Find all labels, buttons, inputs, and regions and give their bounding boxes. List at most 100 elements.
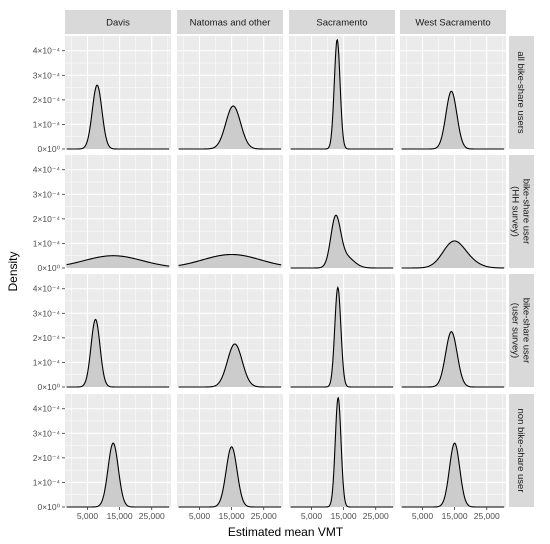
- column-strip: [177, 10, 283, 34]
- facet-panel-all-bike-share-users-davis: [65, 36, 171, 150]
- facet-panel-bike-share-user-user-survey-natomas-and-other: [177, 274, 283, 388]
- density-line: [401, 90, 505, 150]
- y-tick-label: 4×10⁻⁴: [33, 284, 61, 294]
- density-line: [66, 318, 170, 388]
- y-tick-label: 1×10⁻⁴: [33, 477, 61, 487]
- density-line: [178, 446, 282, 508]
- x-tick-label: 25,000: [474, 511, 500, 521]
- y-tick-label: 2×10⁻⁴: [33, 453, 61, 463]
- column-strip-label-sacramento: Sacramento: [316, 18, 367, 29]
- density-line: [401, 442, 505, 508]
- panel-background: [65, 36, 171, 149]
- x-tick-label: 15,000: [442, 511, 468, 521]
- row-strip-label-bike-share-user-hh-survey: bike-share user(HH survey): [510, 179, 532, 244]
- facet-panel-bike-share-user-hh-survey-west-sacramento: [400, 155, 506, 269]
- facet-panel-bike-share-user-user-survey-davis: [65, 274, 171, 388]
- density-area: [401, 240, 505, 268]
- density-area: [401, 91, 505, 149]
- panel-background: [65, 274, 171, 387]
- facet-panel-bike-share-user-user-survey-west-sacramento: [400, 274, 506, 388]
- facet-panel-all-bike-share-users-sacramento: [289, 36, 395, 150]
- density-area: [178, 254, 282, 268]
- y-tick-label: 3×10⁻⁴: [33, 308, 61, 318]
- density-area: [290, 397, 394, 507]
- density-line: [178, 343, 282, 388]
- x-axis-title: Estimated mean VMT: [228, 525, 344, 539]
- density-area: [290, 287, 394, 387]
- y-tick-label: 4×10⁻⁴: [33, 404, 61, 414]
- density-line: [178, 253, 282, 267]
- x-tick-label: 5,000: [189, 511, 211, 521]
- x-tick-label: 5,000: [77, 511, 99, 521]
- y-tick-label: 2×10⁻⁴: [33, 95, 61, 105]
- density-area: [178, 446, 282, 507]
- facet-panel-non-bike-share-user-west-sacramento: [400, 394, 506, 508]
- row-strip: [509, 155, 534, 268]
- y-tick-label: 0×10⁰: [37, 382, 60, 392]
- column-strip-label-west-sacramento: West Sacramento: [415, 18, 490, 29]
- row-strip-label-bike-share-user-user-survey: bike-share user(user survey): [510, 298, 532, 363]
- facet-panel-all-bike-share-users-natomas-and-other: [177, 36, 283, 150]
- x-tick-label: 15,000: [331, 511, 357, 521]
- y-axis-title: Density: [6, 251, 20, 291]
- x-tick-label: 5,000: [412, 511, 434, 521]
- density-line: [290, 286, 394, 388]
- facet-panel-bike-share-user-user-survey-sacramento: [289, 274, 395, 388]
- row-strip: [509, 36, 534, 149]
- column-strip: [65, 10, 171, 34]
- density-area: [401, 331, 505, 387]
- column-strip: [400, 10, 506, 34]
- density-line: [66, 442, 170, 508]
- row-strip: [509, 274, 534, 387]
- density-area: [178, 344, 282, 387]
- y-tick-label: 2×10⁻⁴: [33, 333, 61, 343]
- density-line: [178, 105, 282, 150]
- y-tick-label: 3×10⁻⁴: [33, 70, 61, 80]
- row-strip-label-all-bike-share-users: all bike-share users: [515, 51, 526, 134]
- density-line: [66, 255, 170, 267]
- x-tick-label: 25,000: [363, 511, 389, 521]
- density-line: [401, 331, 505, 388]
- y-tick-label: 3×10⁻⁴: [33, 189, 61, 199]
- y-tick-label: 0×10⁰: [37, 263, 60, 273]
- x-tick-label: 25,000: [139, 511, 165, 521]
- panel-background: [177, 155, 283, 268]
- row-strip-label-non-bike-share-user: non bike-share user: [515, 409, 526, 493]
- y-tick-label: 1×10⁻⁴: [33, 238, 61, 248]
- x-tick-label: 5,000: [301, 511, 323, 521]
- column-strip: [289, 10, 395, 34]
- density-area: [178, 106, 282, 149]
- column-strip-label-davis: Davis: [106, 18, 130, 29]
- y-tick-label: 1×10⁻⁴: [33, 119, 61, 129]
- facet-panel-non-bike-share-user-natomas-and-other: [177, 394, 283, 508]
- density-line: [66, 84, 170, 150]
- y-tick-label: 0×10⁰: [37, 502, 60, 512]
- density-line: [290, 396, 394, 508]
- density-area: [401, 443, 505, 507]
- x-tick-label: 15,000: [219, 511, 245, 521]
- x-tick-label: 15,000: [107, 511, 133, 521]
- facet-panel-bike-share-user-hh-survey-natomas-and-other: [177, 155, 283, 269]
- panel-background: [65, 155, 171, 268]
- facet-panel-bike-share-user-hh-survey-davis: [65, 155, 171, 269]
- y-tick-label: 4×10⁻⁴: [33, 46, 61, 56]
- density-line: [290, 214, 394, 269]
- column-strip-label-natomas-and-other: Natomas and other: [190, 18, 271, 29]
- facet-panel-non-bike-share-user-sacramento: [289, 394, 395, 508]
- density-line: [401, 240, 505, 269]
- y-tick-label: 4×10⁻⁴: [33, 165, 61, 175]
- facet-panel-non-bike-share-user-davis: [65, 394, 171, 508]
- density-area: [66, 443, 170, 507]
- y-tick-label: 0×10⁰: [37, 144, 60, 154]
- row-strip: [509, 394, 534, 507]
- facet-panel-bike-share-user-hh-survey-sacramento: [289, 155, 395, 269]
- y-tick-label: 1×10⁻⁴: [33, 357, 61, 367]
- density-area: [290, 215, 394, 268]
- density-area: [66, 85, 170, 149]
- y-tick-label: 3×10⁻⁴: [33, 428, 61, 438]
- facet-panel-all-bike-share-users-west-sacramento: [400, 36, 506, 150]
- density-line: [290, 38, 394, 150]
- x-tick-label: 25,000: [251, 511, 277, 521]
